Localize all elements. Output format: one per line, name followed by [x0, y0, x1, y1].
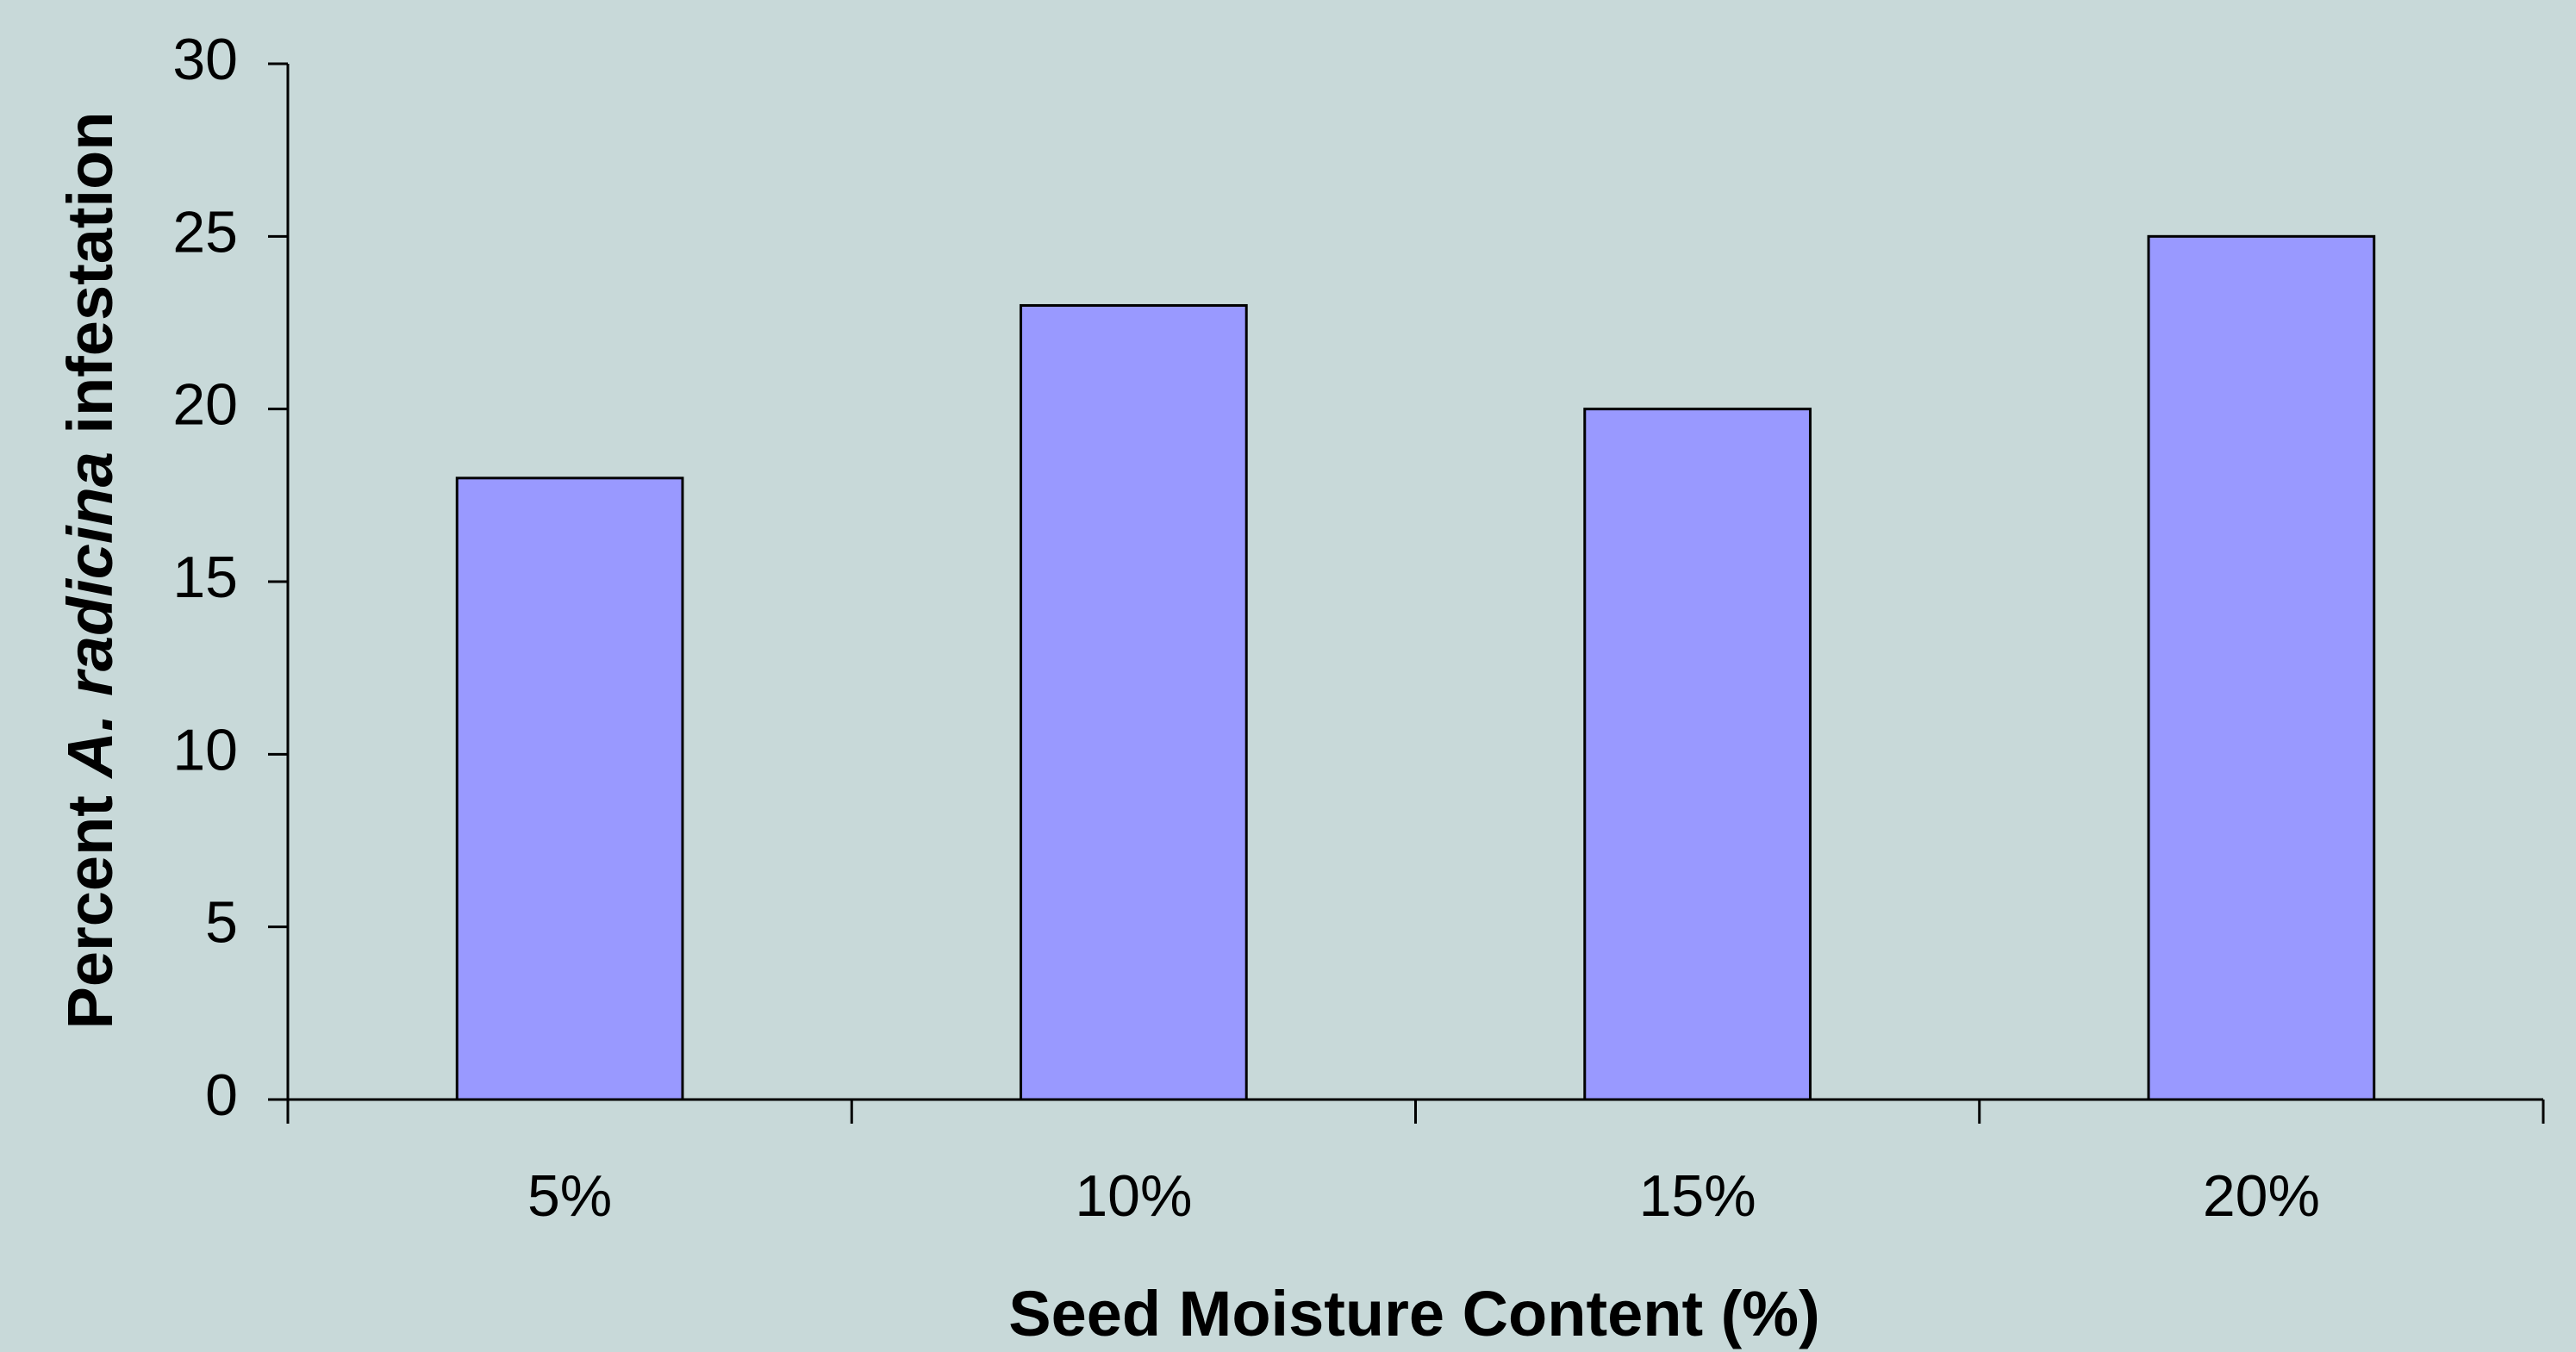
bar	[1583, 408, 1812, 1101]
y-tick-label: 25	[172, 199, 238, 265]
y-tick-label: 10	[172, 717, 238, 782]
bar	[455, 477, 684, 1101]
x-tick-label: 20%	[2203, 1163, 2320, 1229]
bar	[1020, 303, 1248, 1101]
y-axis-title-part: A. radicina	[54, 452, 126, 779]
bar	[2147, 234, 2376, 1101]
x-tick-label: 5%	[527, 1163, 612, 1229]
y-tick-label: 30	[172, 27, 238, 92]
y-axis-title: Percent A. radicina infestation	[54, 111, 126, 1029]
y-tick-label: 5	[205, 890, 238, 956]
x-tick-label: 10%	[1075, 1163, 1192, 1229]
y-tick-label: 20	[172, 372, 238, 438]
y-axis-title-part: Percent	[54, 795, 126, 1029]
y-tick-label: 15	[172, 545, 238, 610]
x-tick-label: 15%	[1639, 1163, 1756, 1229]
y-axis-title-part: infestation	[54, 111, 126, 433]
x-axis-title: Seed Moisture Content (%)	[1008, 1278, 1819, 1349]
y-tick-label: 0	[205, 1062, 238, 1128]
